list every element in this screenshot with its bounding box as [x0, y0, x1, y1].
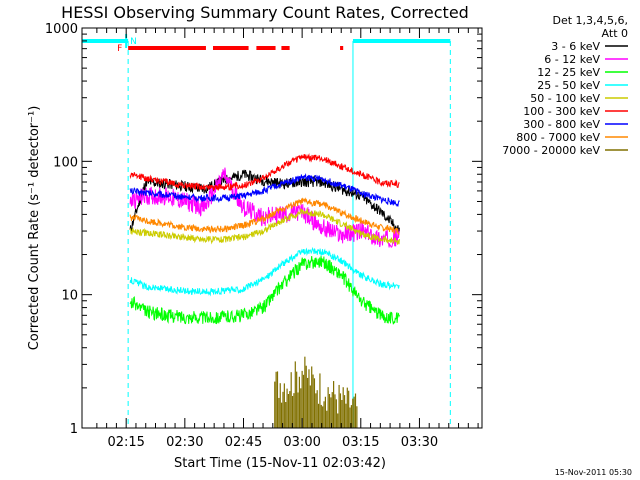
- x-tick-label: 02:30: [166, 435, 203, 450]
- series-path: [129, 207, 400, 245]
- x-tick-label: 02:45: [225, 435, 262, 450]
- x-tick-label: 02:15: [107, 435, 144, 450]
- y-tick-label: 10: [61, 289, 78, 304]
- legend-item-label: 6 - 12 keV: [544, 53, 600, 66]
- series-100-300-kev-kev-line: [129, 152, 400, 192]
- series-path: [129, 167, 400, 248]
- series-path: [129, 172, 400, 207]
- y-axis: 1 10 100 1000: [45, 22, 482, 437]
- series-path: [129, 255, 400, 325]
- series-12-25-kev-kev-line: [129, 255, 400, 325]
- y-tick-label: 100: [53, 155, 78, 170]
- series-6-12-kev-kev-line: [129, 167, 400, 248]
- legend-header-attenuator: Att 0: [602, 27, 628, 40]
- x-tick-label: 03:30: [401, 435, 438, 450]
- legend-item-label: 300 - 800 keV: [523, 118, 600, 131]
- legend-item-label: 100 - 300 keV: [523, 105, 600, 118]
- x-axis: 02:15 02:30 02:45 03:00 03:15 03:30: [96, 28, 479, 450]
- series-path: [129, 197, 400, 235]
- legend-header-detectors: Det 1,3,4,5,6,: [552, 14, 628, 27]
- series-25-50-kev-kev-line: [129, 246, 400, 297]
- plot-frame: [81, 27, 483, 429]
- legend-item-label: 800 - 7000 keV: [516, 131, 600, 144]
- series-300-800-kev-kev-line: [129, 172, 400, 207]
- legend-item-label: 7000 - 20000 keV: [502, 144, 600, 157]
- series-800-7000-kev-kev-line: [129, 197, 400, 235]
- legend-item-label: 3 - 6 keV: [551, 40, 600, 53]
- series-path: [129, 246, 400, 297]
- chart-title: HESSI Observing Summary Count Rates, Cor…: [61, 3, 469, 22]
- flare-flag-label: F: [117, 44, 122, 54]
- x-tick-label: 03:00: [283, 435, 320, 450]
- series-7000-20000-kev-kev-line: [274, 356, 358, 428]
- legend-item-label: 12 - 25 keV: [537, 66, 600, 79]
- y-tick-label: 1000: [45, 22, 78, 37]
- plot-area: NF: [82, 34, 451, 428]
- night-marker-label: N: [130, 37, 137, 47]
- series-50-100-kev-kev-line: [129, 207, 400, 245]
- y-tick-label: 1: [70, 422, 78, 437]
- y-axis-label: Corrected Count Rate (s⁻¹ detector⁻¹): [27, 106, 42, 351]
- legend-item-label: 50 - 100 keV: [530, 92, 600, 105]
- footer-date: 15-Nov-2011 05:30: [555, 468, 632, 477]
- x-tick-label: 03:15: [342, 435, 379, 450]
- legend-item-label: 25 - 50 keV: [537, 79, 600, 92]
- series-path: [129, 152, 400, 192]
- x-axis-label: Start Time (15-Nov-11 02:03:42): [174, 456, 386, 471]
